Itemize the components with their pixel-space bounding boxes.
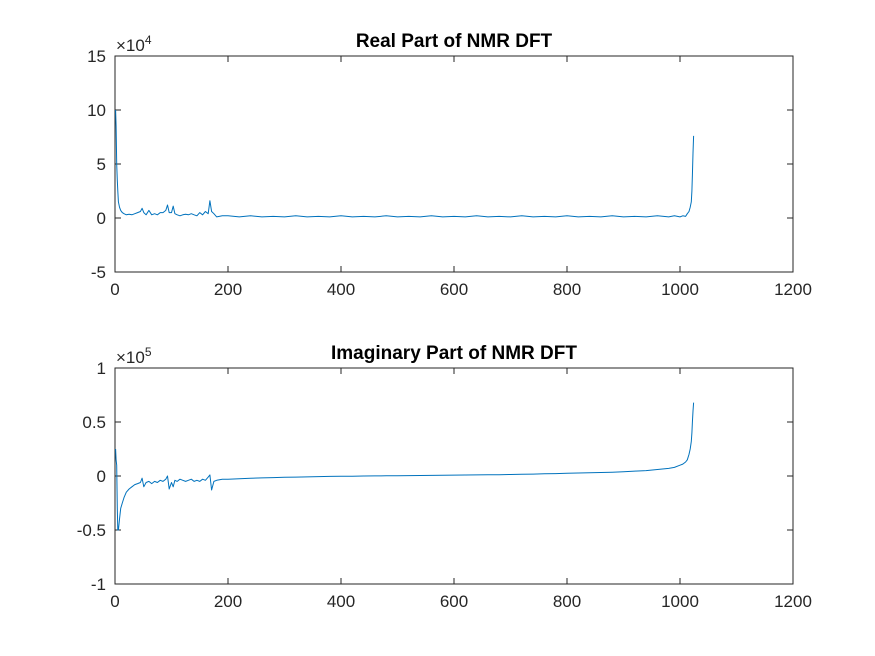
x-tick-label: 1200	[774, 592, 812, 611]
x-tick-label: 600	[440, 592, 468, 611]
y-tick-label: -0.5	[77, 521, 106, 540]
x-tick-label: 600	[440, 280, 468, 299]
y-exponent-label: ×104	[116, 33, 152, 55]
x-tick-label: 200	[214, 280, 242, 299]
y-tick-label: 0.5	[82, 413, 106, 432]
x-tick-label: 1000	[661, 592, 699, 611]
y-exponent-base: ×10	[116, 348, 145, 367]
y-tick-label: -1	[91, 575, 106, 594]
x-tick-label: 400	[327, 592, 355, 611]
x-tick-label: 1000	[661, 280, 699, 299]
x-tick-label: 400	[327, 280, 355, 299]
series-line-1	[115, 402, 695, 531]
chart-title: Real Part of NMR DFT	[356, 31, 553, 52]
x-tick-label: 0	[110, 280, 119, 299]
y-exponent-base: ×10	[116, 36, 145, 55]
y-exponent-power: 5	[145, 345, 152, 359]
x-tick-label: 800	[553, 280, 581, 299]
x-tick-label: 0	[110, 592, 119, 611]
y-tick-label: 0	[97, 209, 106, 228]
x-tick-label: 1200	[774, 280, 812, 299]
subplot-2: Imaginary Part of NMR DFT ×105 0 200 400 600 8…	[77, 343, 812, 611]
y-tick-label: 5	[97, 155, 106, 174]
axes-box	[114, 367, 794, 585]
y-exponent-label: ×105	[116, 345, 152, 367]
y-tick-label: -5	[91, 263, 106, 282]
x-tick-label: 200	[214, 592, 242, 611]
axes-box	[114, 55, 794, 273]
chart-title: Imaginary Part of NMR DFT	[331, 343, 577, 364]
y-exponent-power: 4	[145, 33, 152, 47]
x-tick-label: 800	[553, 592, 581, 611]
y-tick-label: 0	[97, 467, 106, 486]
y-tick-label: 10	[87, 101, 106, 120]
y-tick-label: 1	[97, 359, 106, 378]
series-line-1	[115, 109, 695, 218]
y-tick-label: 15	[87, 47, 106, 66]
